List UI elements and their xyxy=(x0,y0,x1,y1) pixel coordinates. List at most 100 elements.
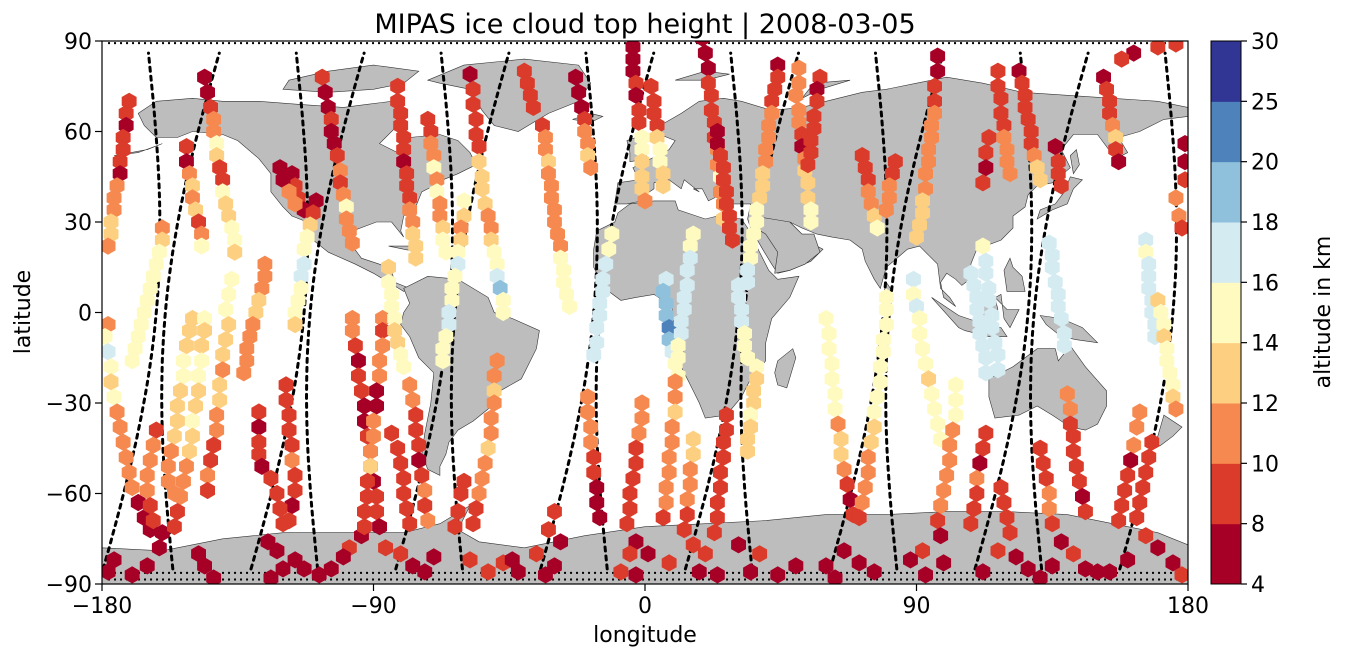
cloud-point xyxy=(278,376,294,394)
cloud-point xyxy=(1072,472,1087,490)
cloud-point xyxy=(393,454,409,472)
cloud-point xyxy=(215,171,231,189)
cloud-point xyxy=(788,86,804,104)
cloud-point xyxy=(679,261,695,279)
cloud-point xyxy=(803,201,819,219)
cloud-point xyxy=(471,153,487,171)
cloud-point xyxy=(103,358,119,376)
cloud-point xyxy=(553,237,568,255)
cloud-point xyxy=(851,554,867,572)
x-tick-label: −180 xyxy=(72,594,132,619)
cloud-point xyxy=(764,92,780,110)
cloud-point xyxy=(601,240,617,258)
cloud-point xyxy=(1002,165,1018,183)
cloud-point xyxy=(996,493,1012,512)
colorbar-tick-label: 14 xyxy=(1251,332,1279,357)
cloud-point xyxy=(1126,436,1142,454)
cloud-point xyxy=(263,469,279,487)
colorbar-tick-label: 16 xyxy=(1251,271,1279,296)
cloud-point xyxy=(978,252,994,270)
cloud-point xyxy=(257,255,273,273)
y-tick-label: 0 xyxy=(78,302,92,327)
cloud-point xyxy=(402,515,418,533)
cloud-point xyxy=(348,337,363,355)
cloud-point xyxy=(598,255,614,273)
cloud-point xyxy=(200,481,215,500)
cloud-point xyxy=(1141,448,1157,466)
cloud-point xyxy=(1123,451,1139,469)
cloud-point xyxy=(1114,50,1130,68)
cloud-point xyxy=(118,104,134,122)
cloud-point xyxy=(296,240,312,258)
cloud-point xyxy=(770,56,786,74)
y-tick-label: 30 xyxy=(64,211,92,236)
cloud-point xyxy=(118,448,134,466)
cloud-point xyxy=(194,237,209,255)
cloud-point xyxy=(670,337,686,355)
cloud-point xyxy=(405,213,421,231)
cloud-point xyxy=(872,358,888,376)
y-tick-label: −60 xyxy=(46,483,92,508)
cloud-point xyxy=(209,406,225,424)
cloud-point xyxy=(625,469,641,487)
cloud-point xyxy=(1035,454,1051,472)
cloud-point xyxy=(1120,466,1136,484)
cloud-point xyxy=(504,551,520,569)
cloud-point xyxy=(200,466,215,484)
cloud-point xyxy=(945,421,961,439)
cloud-point xyxy=(743,406,758,424)
y-tick-label: 90 xyxy=(64,30,92,55)
cloud-point xyxy=(1135,478,1151,497)
cloud-point xyxy=(489,352,505,370)
cloud-point xyxy=(314,68,330,86)
cloud-point xyxy=(106,189,122,207)
cloud-point xyxy=(344,234,360,252)
cloud-point xyxy=(547,503,562,521)
cloud-point xyxy=(634,153,650,171)
cloud-point xyxy=(420,512,436,530)
cloud-point xyxy=(1132,403,1148,421)
cloud-point xyxy=(1129,418,1145,436)
cloud-point xyxy=(719,183,734,201)
cloud-point xyxy=(836,542,852,560)
cloud-point xyxy=(749,358,765,376)
colorbar-tick-label: 12 xyxy=(1251,392,1279,417)
cloud-point xyxy=(993,478,1009,497)
cloud-point xyxy=(329,147,345,165)
cloud-point xyxy=(486,394,502,412)
cloud-point xyxy=(1138,231,1154,249)
cloud-point xyxy=(1129,509,1145,527)
cloud-point xyxy=(486,382,502,400)
cloud-point xyxy=(604,225,620,243)
cloud-point xyxy=(450,243,466,261)
cloud-point xyxy=(405,557,421,575)
cloud-point xyxy=(1120,551,1136,569)
cloud-point xyxy=(990,346,1006,364)
cloud-point xyxy=(426,147,442,165)
cloud-point xyxy=(1126,44,1142,62)
cloud-point xyxy=(185,177,200,195)
cloud-point xyxy=(275,171,291,189)
cloud-point xyxy=(363,457,378,475)
cloud-point xyxy=(411,436,427,454)
cloud-point xyxy=(344,322,360,340)
cloud-point xyxy=(1141,267,1157,285)
cloud-point xyxy=(836,460,852,478)
colorbar-segment xyxy=(1211,41,1241,102)
cloud-point xyxy=(800,156,816,174)
cloud-point xyxy=(719,406,734,424)
cloud-point xyxy=(375,322,390,340)
y-axis: −90 −60 −30 0 30 60 90 xyxy=(46,30,102,598)
cloud-point xyxy=(655,177,671,195)
cloud-point xyxy=(438,243,454,261)
cloud-point xyxy=(731,276,746,294)
cloud-point xyxy=(1056,325,1072,343)
cloud-point xyxy=(357,503,372,521)
cloud-point xyxy=(622,500,638,518)
cloud-point xyxy=(583,433,599,451)
cloud-point xyxy=(206,436,222,454)
cloud-point xyxy=(1059,385,1075,403)
cloud-point xyxy=(628,74,644,92)
cloud-point xyxy=(167,518,182,536)
